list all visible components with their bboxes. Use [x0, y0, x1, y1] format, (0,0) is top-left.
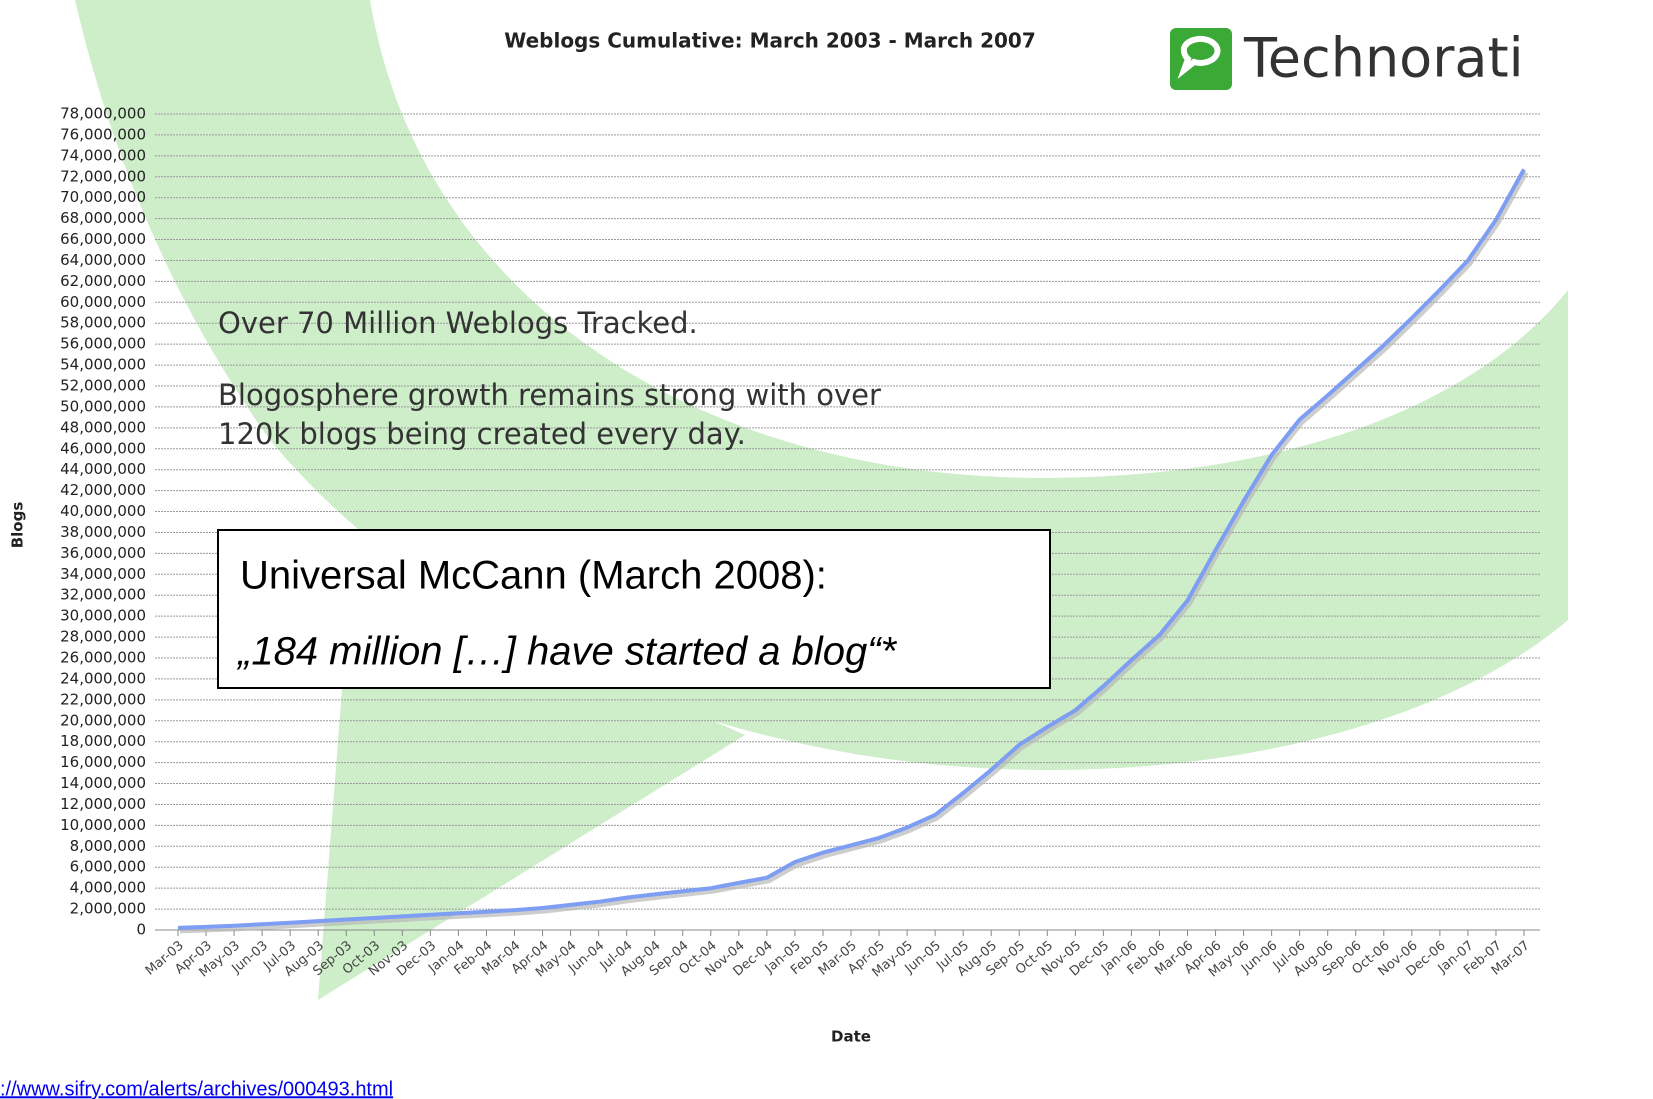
y-tick-label: 42,000,000: [60, 481, 146, 499]
y-tick-label: 8,000,000: [70, 837, 146, 855]
y-tick-label: 28,000,000: [60, 628, 146, 646]
quote-heading: Universal McCann (March 2008):: [240, 554, 827, 598]
y-tick-label: 0: [136, 921, 146, 939]
annotations: Over 70 Million Weblogs Tracked. Blogosp…: [218, 306, 881, 451]
y-tick-label: 26,000,000: [60, 649, 146, 667]
y-tick-label: 24,000,000: [60, 669, 146, 687]
y-tick-label: 66,000,000: [60, 230, 146, 248]
chart-title: Weblogs Cumulative: March 2003 - March 2…: [504, 29, 1036, 53]
y-tick-label: 68,000,000: [60, 209, 146, 227]
quote-text: „184 million […] have started a blog“*: [236, 630, 898, 674]
y-tick-label: 4,000,000: [70, 879, 146, 897]
y-tick-label: 16,000,000: [60, 753, 146, 771]
y-tick-label: 60,000,000: [60, 293, 146, 311]
data-line: [177, 168, 1526, 930]
annotation: Over 70 Million Weblogs Tracked.: [218, 306, 698, 340]
y-tick-label: 2,000,000: [70, 900, 146, 918]
y-tick-label: 38,000,000: [60, 523, 146, 541]
y-tick-label: 30,000,000: [60, 607, 146, 625]
y-tick-label: 18,000,000: [60, 732, 146, 750]
y-tick-label: 40,000,000: [60, 502, 146, 520]
y-tick-label: 56,000,000: [60, 335, 146, 353]
line-shadow: [179, 171, 1529, 934]
y-tick-label: 50,000,000: [60, 397, 146, 415]
y-tick-label: 52,000,000: [60, 377, 146, 395]
y-tick-label: 6,000,000: [70, 858, 146, 876]
logo: Technorati: [1170, 27, 1524, 90]
y-tick-label: 22,000,000: [60, 690, 146, 708]
y-tick-label: 54,000,000: [60, 356, 146, 374]
y-tick-label: 72,000,000: [60, 167, 146, 185]
x-axis-label: Date: [831, 1028, 871, 1046]
y-tick-label: 20,000,000: [60, 711, 146, 729]
quote-box: Universal McCann (March 2008): „184 mill…: [217, 529, 1051, 689]
source-link[interactable]: ://www.sifry.com/alerts/archives/000493.…: [0, 1078, 393, 1099]
logo-text: Technorati: [1243, 27, 1524, 90]
y-tick-label: 34,000,000: [60, 565, 146, 583]
plot: [177, 168, 1529, 934]
y-tick-label: 70,000,000: [60, 188, 146, 206]
y-tick-label: 48,000,000: [60, 418, 146, 436]
y-tick-label: 36,000,000: [60, 544, 146, 562]
annotation: 120k blogs being created every day.: [218, 417, 746, 451]
background-swoosh: [75, 0, 1568, 1000]
y-tick-label: 14,000,000: [60, 774, 146, 792]
y-tick-label: 62,000,000: [60, 272, 146, 290]
y-tick-label: 76,000,000: [60, 125, 146, 143]
y-tick-label: 32,000,000: [60, 586, 146, 604]
y-tick-label: 10,000,000: [60, 816, 146, 834]
y-tick-label: 58,000,000: [60, 314, 146, 332]
y-tick-label: 74,000,000: [60, 146, 146, 164]
y-tick-label: 64,000,000: [60, 251, 146, 269]
y-tick-label: 46,000,000: [60, 439, 146, 457]
quote-box-frame: [217, 529, 1051, 689]
y-tick-label: 12,000,000: [60, 795, 146, 813]
y-tick-label: 78,000,000: [60, 105, 146, 123]
logo-bubble: [1177, 35, 1221, 80]
y-tick-label: 44,000,000: [60, 460, 146, 478]
annotation: Blogosphere growth remains strong with o…: [218, 378, 881, 412]
y-axis-label: Blogs: [9, 502, 27, 549]
